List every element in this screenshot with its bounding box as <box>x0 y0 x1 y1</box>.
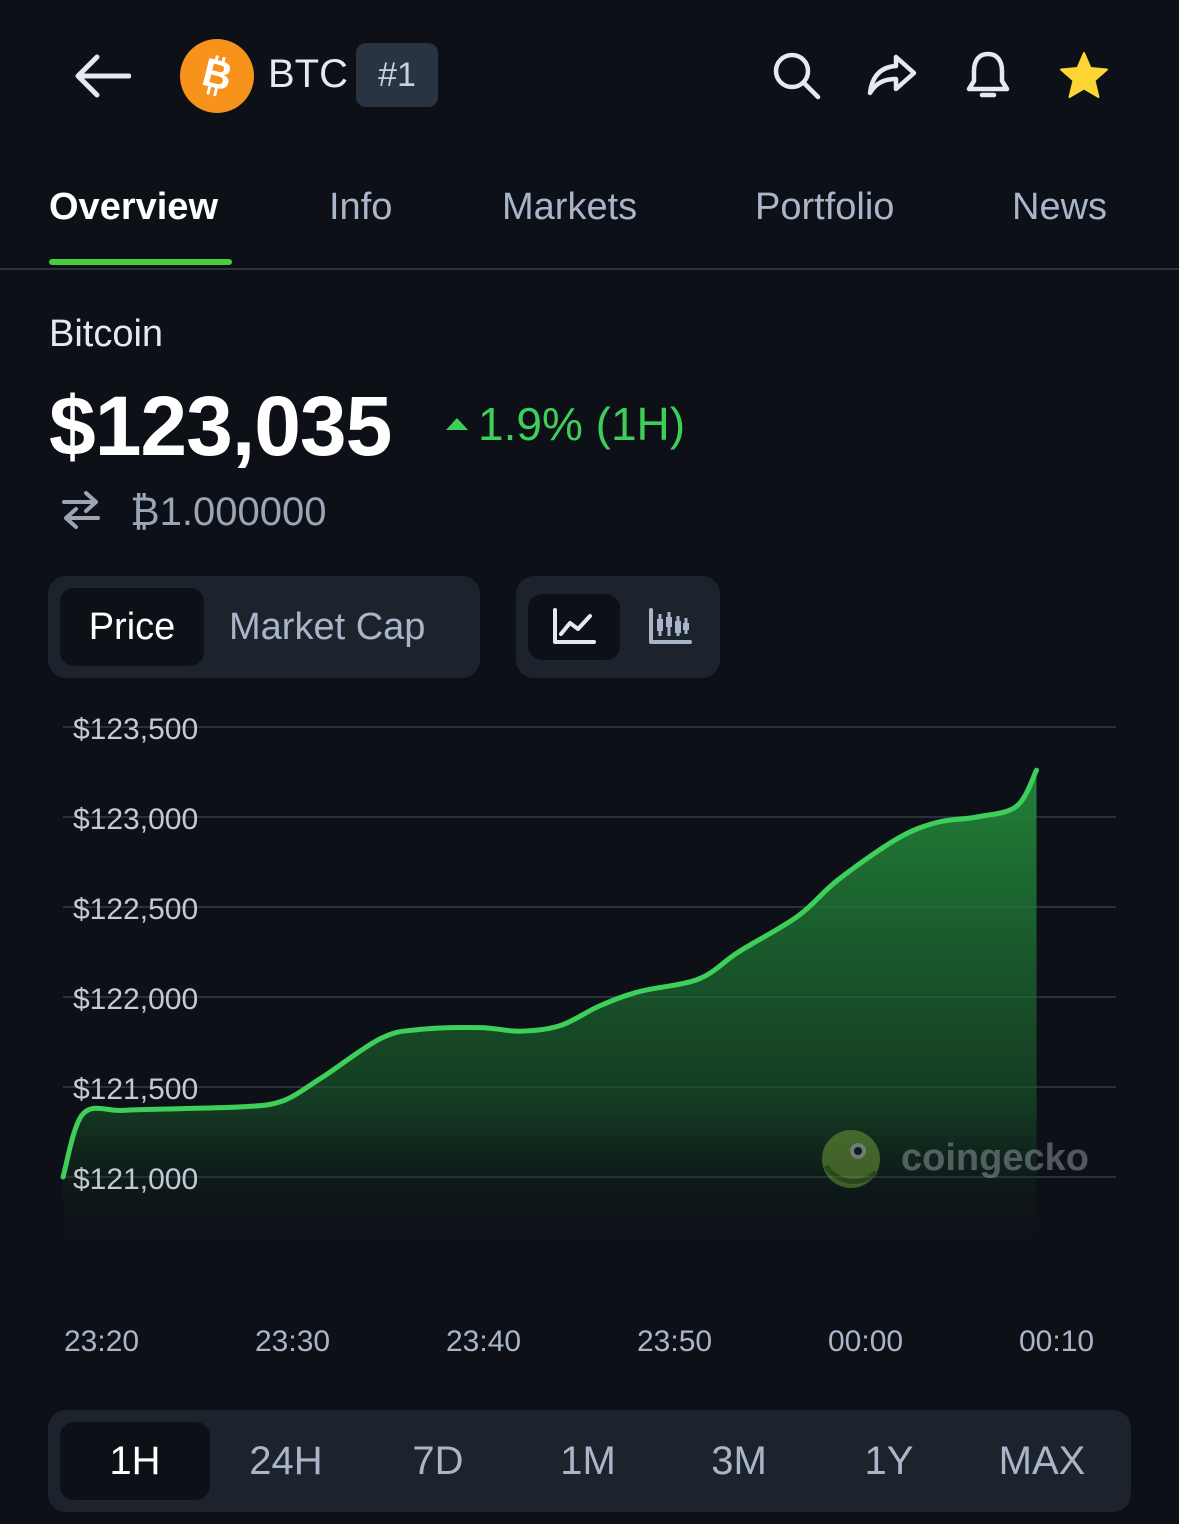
coingecko-watermark: coingecko <box>822 1130 1089 1188</box>
candlestick-chart-button[interactable] <box>634 594 706 660</box>
range-24h-button[interactable]: 24H <box>249 1438 323 1483</box>
line-chart-icon <box>553 608 596 644</box>
x-axis-tick-label: 00:00 <box>828 1325 903 1358</box>
rank-badge: #1 <box>356 43 438 107</box>
x-axis-tick-label: 23:50 <box>637 1325 712 1358</box>
coin-price: $123,035 <box>49 379 392 473</box>
y-axis-tick-label: $121,500 <box>73 1073 198 1106</box>
price-toggle-button[interactable]: Price <box>60 588 204 666</box>
y-axis-tick-label: $121,000 <box>73 1163 198 1196</box>
chart-metric-toggle: Price Market Cap <box>48 576 480 678</box>
swap-arrows-icon <box>60 490 102 535</box>
price-chart-svg: $123,500 $123,000 $122,500 $122,000 $121,500… <box>60 713 1116 1358</box>
coingecko-watermark-text: coingecko <box>901 1137 1089 1179</box>
candlestick-chart-icon <box>649 608 692 644</box>
up-triangle-icon <box>446 418 468 430</box>
tab-bar: Overview Info Markets Portfolio News <box>0 150 1179 270</box>
btc-value: ₿1.000000 <box>130 490 327 534</box>
range-1y-button[interactable]: 1Y <box>864 1438 914 1483</box>
tab-overview[interactable]: Overview <box>49 186 218 228</box>
price-change-value: 1.9% (1H) <box>478 398 686 450</box>
y-axis-tick-label: $123,000 <box>73 803 198 836</box>
active-tab-indicator <box>49 259 232 265</box>
x-axis-tick-label: 00:10 <box>1019 1325 1094 1358</box>
coin-symbol: BTC <box>268 52 348 96</box>
range-1m-button[interactable]: 1M <box>560 1438 616 1483</box>
back-arrow-icon[interactable] <box>70 48 134 104</box>
y-axis-tick-label: $122,000 <box>73 983 198 1016</box>
share-icon[interactable] <box>862 45 922 105</box>
range-3m-button[interactable]: 3M <box>711 1438 767 1483</box>
bell-icon[interactable] <box>958 45 1018 105</box>
range-max-button[interactable]: MAX <box>998 1438 1086 1483</box>
top-bar: B BTC #1 <box>0 0 1179 150</box>
tab-info[interactable]: Info <box>329 186 393 228</box>
tab-news[interactable]: News <box>1012 186 1108 228</box>
x-axis-tick-label: 23:40 <box>446 1325 521 1358</box>
y-axis-tick-label: $122,500 <box>73 893 198 926</box>
search-icon[interactable] <box>766 45 826 105</box>
range-7d-button[interactable]: 7D <box>412 1438 464 1483</box>
line-chart-button[interactable] <box>528 594 620 660</box>
y-axis-tick-label: $123,500 <box>73 713 198 746</box>
price-area-fill <box>63 770 1037 1250</box>
price-change: 1.9% (1H) <box>446 397 685 451</box>
tab-portfolio[interactable]: Portfolio <box>755 186 895 228</box>
time-range-selector: 1H 24H 7D 1M 3M 1Y MAX <box>48 1410 1131 1512</box>
price-line <box>60 767 1040 1180</box>
x-axis-tick-label: 23:20 <box>64 1325 139 1358</box>
chart-type-toggle <box>516 576 720 678</box>
market-cap-toggle-button[interactable]: Market Cap <box>229 606 426 648</box>
x-axis-tick-label: 23:30 <box>255 1325 330 1358</box>
coin-name: Bitcoin <box>49 313 164 355</box>
tab-markets[interactable]: Markets <box>502 186 638 228</box>
price-chart[interactable]: $123,500 $123,000 $122,500 $122,000 $121,500… <box>0 690 1179 1390</box>
star-icon[interactable] <box>1054 45 1114 105</box>
btc-conversion[interactable]: ₿1.000000 <box>60 490 326 535</box>
bitcoin-logo-icon: B <box>180 39 254 113</box>
range-1h-button[interactable]: 1H <box>60 1422 210 1500</box>
